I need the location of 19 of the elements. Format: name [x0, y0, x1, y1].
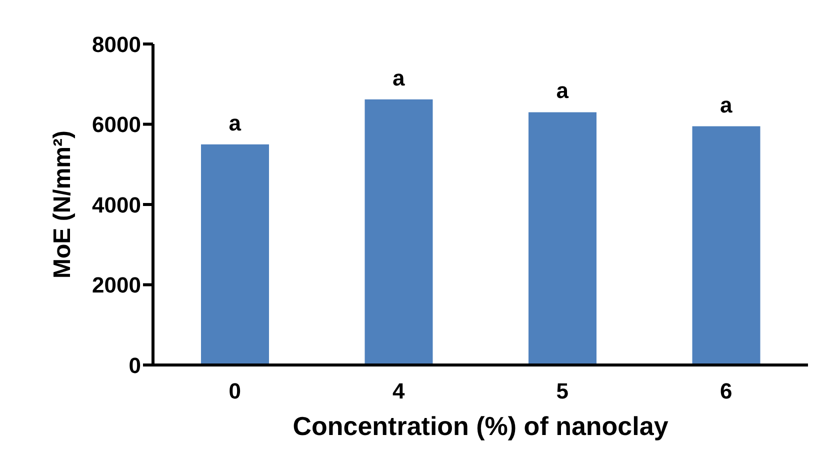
y-tick-label: 6000 — [92, 112, 141, 138]
x-axis-title: Concentration (%) of nanoclay — [292, 411, 669, 441]
bar — [201, 144, 269, 365]
bar — [692, 126, 760, 365]
x-tick-label: 6 — [720, 378, 732, 404]
bar — [528, 112, 596, 365]
y-tick-label: 2000 — [92, 272, 141, 298]
annotation: a — [392, 65, 406, 90]
y-tick-label: 4000 — [92, 192, 141, 218]
bar — [364, 99, 433, 365]
y-tick-label: 8000 — [92, 32, 141, 57]
y-tick-label: 0 — [128, 352, 141, 378]
x-tick-label: 0 — [228, 378, 241, 404]
x-tick-label: 5 — [556, 378, 568, 404]
x-tick-label: 4 — [392, 378, 406, 404]
annotation: a — [720, 92, 733, 118]
annotation: a — [556, 78, 570, 104]
y-axis-title: MoE (N/mm²) — [49, 130, 76, 278]
annotation: a — [228, 110, 242, 136]
